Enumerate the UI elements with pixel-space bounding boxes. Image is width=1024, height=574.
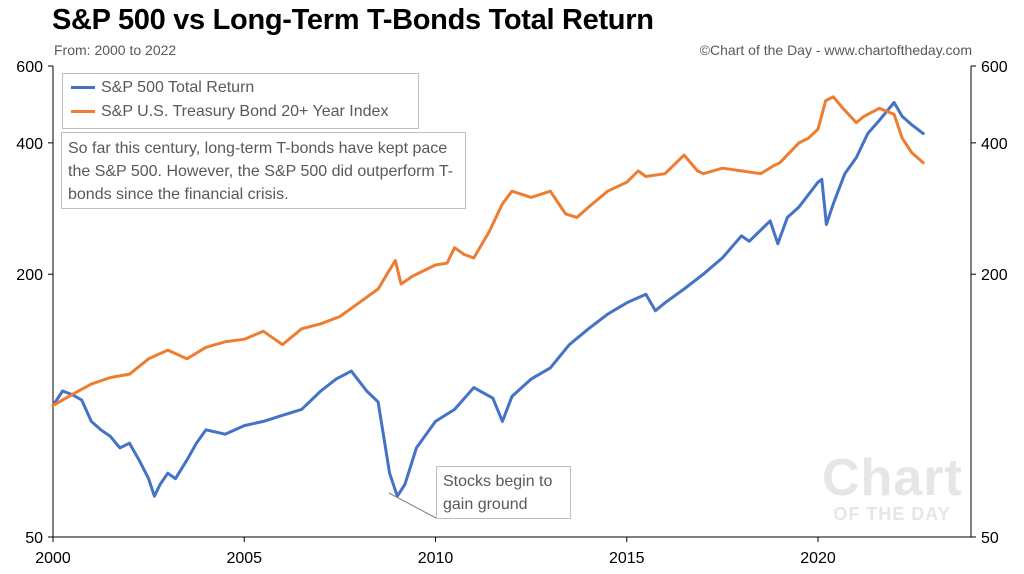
y-tick-label-right-200: 200	[981, 267, 1008, 284]
chart-subtitle: From: 2000 to 2022	[54, 42, 177, 58]
legend-label-tbond: S&P U.S. Treasury Bond 20+ Year Index	[101, 103, 389, 120]
legend-item-tbond: S&P U.S. Treasury Bond 20+ Year Index	[71, 103, 388, 121]
series-line-tbond	[51, 95, 925, 408]
callout-leader-line	[388, 492, 437, 519]
x-tick-label-2015: 2015	[609, 550, 645, 567]
y-tick-label-left-50: 50	[25, 530, 43, 547]
series-line-sp500	[51, 101, 925, 498]
legend: S&P 500 Total Return S&P U.S. Treasury B…	[62, 73, 419, 129]
legend-swatch-tbond	[71, 110, 95, 114]
watermark-line-2: OF THE DAY	[833, 504, 951, 524]
legend-label-sp500: S&P 500 Total Return	[101, 79, 255, 96]
y-tick-label-right-50: 50	[981, 530, 999, 547]
annotation-callout: Stocks begin to gain ground	[436, 466, 571, 519]
y-tick-label-left-200: 200	[16, 267, 43, 284]
y-tick-label-left-400: 400	[16, 136, 43, 153]
y-tick-label-right-600: 600	[981, 59, 1008, 76]
chart-title: S&P 500 vs Long-Term T-Bonds Total Retur…	[52, 4, 654, 36]
watermark-line-1: Chart	[822, 449, 963, 507]
y-tick-label-right-400: 400	[981, 136, 1008, 153]
y-tick-label-left-600: 600	[16, 59, 43, 76]
watermark-logo: Chart OF THE DAY	[822, 452, 962, 524]
annotation-note: So far this century, long-term T-bonds h…	[61, 132, 466, 209]
chart-credit: ©Chart of the Day - www.chartoftheday.co…	[699, 42, 972, 58]
legend-item-sp500: S&P 500 Total Return	[71, 79, 254, 97]
x-tick-label-2010: 2010	[418, 550, 454, 567]
x-tick-label-2020: 2020	[800, 550, 836, 567]
x-tick-label-2005: 2005	[226, 550, 262, 567]
legend-swatch-sp500	[71, 86, 95, 90]
x-tick-label-2000: 2000	[35, 550, 71, 567]
